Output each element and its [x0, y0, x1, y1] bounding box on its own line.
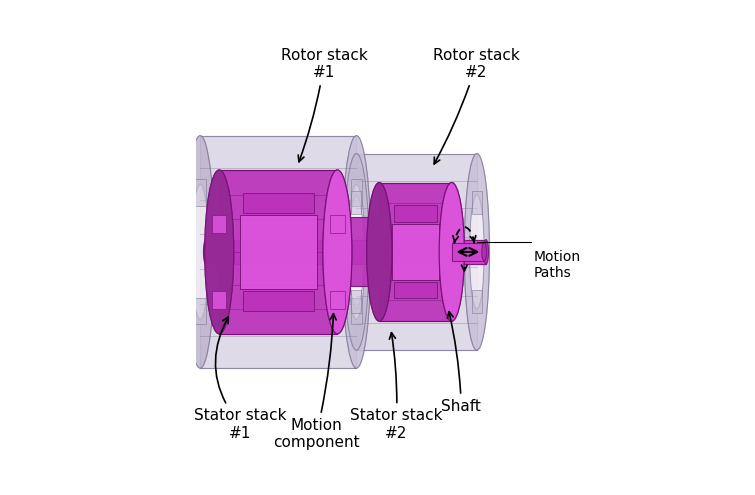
Ellipse shape [344, 153, 369, 350]
Polygon shape [350, 180, 362, 206]
Polygon shape [330, 291, 344, 309]
Text: Stator stack
#1: Stator stack #1 [194, 317, 286, 441]
Ellipse shape [367, 183, 392, 321]
Ellipse shape [186, 136, 214, 368]
Ellipse shape [464, 153, 489, 350]
Polygon shape [472, 191, 482, 214]
Polygon shape [392, 224, 439, 280]
Polygon shape [219, 170, 337, 334]
Polygon shape [472, 290, 482, 313]
Polygon shape [206, 240, 486, 264]
Text: Stator stack
#2: Stator stack #2 [350, 333, 442, 441]
Polygon shape [200, 136, 356, 368]
Text: Motion
Paths: Motion Paths [534, 250, 581, 280]
Polygon shape [335, 217, 381, 286]
Ellipse shape [470, 195, 484, 309]
Ellipse shape [483, 240, 488, 264]
Polygon shape [351, 290, 362, 313]
Text: Rotor stack
#1: Rotor stack #1 [281, 48, 368, 162]
Ellipse shape [186, 136, 214, 368]
Ellipse shape [342, 136, 371, 368]
Ellipse shape [348, 185, 365, 319]
Ellipse shape [439, 183, 464, 321]
Ellipse shape [342, 136, 371, 368]
Ellipse shape [464, 153, 489, 350]
Polygon shape [194, 180, 206, 206]
Ellipse shape [323, 170, 352, 334]
Text: Rotor stack
#2: Rotor stack #2 [433, 48, 520, 164]
Ellipse shape [439, 183, 464, 321]
Ellipse shape [203, 240, 208, 264]
Polygon shape [240, 215, 316, 289]
Polygon shape [394, 205, 437, 222]
Ellipse shape [349, 195, 364, 309]
Polygon shape [243, 193, 314, 212]
Text: Motion
component: Motion component [273, 314, 359, 450]
Polygon shape [394, 282, 437, 298]
Polygon shape [212, 291, 226, 309]
Polygon shape [379, 183, 451, 321]
Polygon shape [451, 243, 484, 261]
Polygon shape [356, 153, 477, 350]
Polygon shape [330, 215, 344, 233]
Polygon shape [243, 291, 314, 311]
Polygon shape [350, 297, 362, 324]
Ellipse shape [205, 170, 234, 334]
Ellipse shape [367, 183, 392, 321]
Ellipse shape [344, 153, 369, 350]
Ellipse shape [205, 170, 234, 334]
Polygon shape [194, 297, 206, 324]
Ellipse shape [323, 170, 352, 334]
Polygon shape [351, 191, 362, 214]
Text: Shaft: Shaft [442, 312, 481, 414]
Ellipse shape [192, 185, 208, 319]
Polygon shape [212, 215, 226, 233]
Ellipse shape [482, 243, 486, 261]
